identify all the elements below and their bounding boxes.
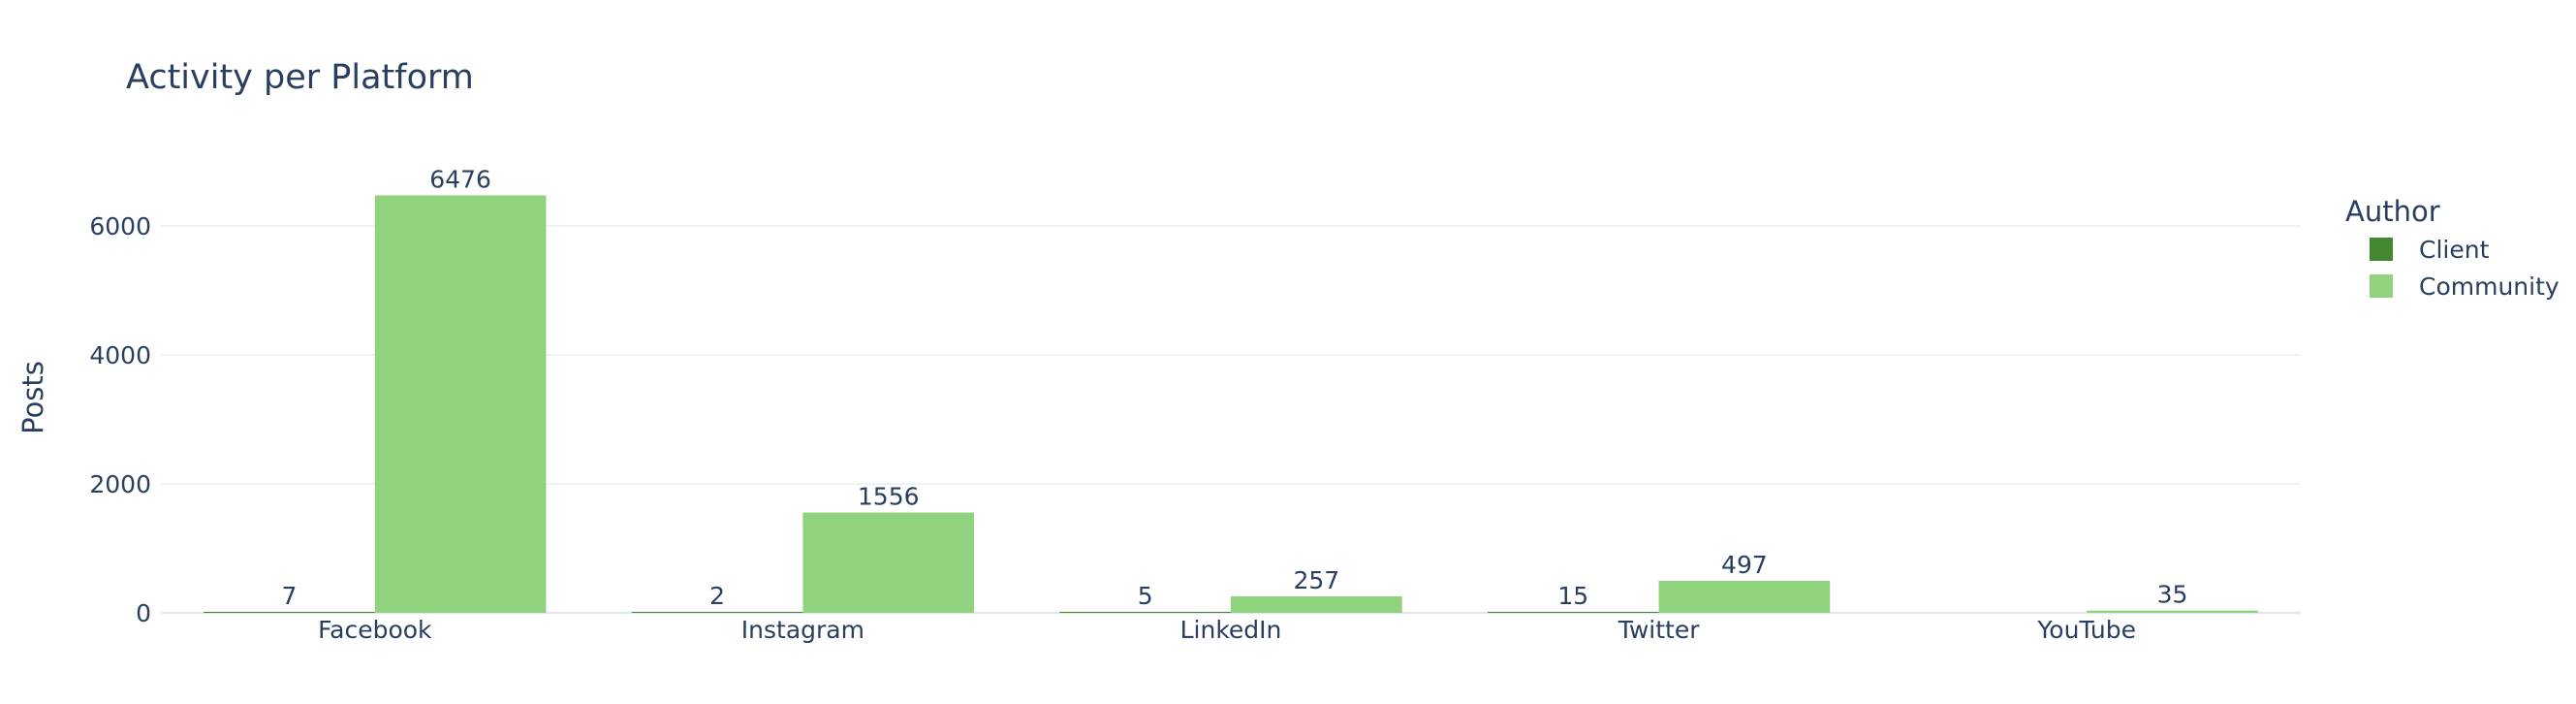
legend-label-community[interactable]: Community [2419, 272, 2560, 301]
y-tick-label: 2000 [89, 470, 151, 498]
legend-swatch-community[interactable] [2370, 274, 2393, 298]
bar-community-facebook[interactable] [374, 195, 547, 613]
bar-client-linkedin[interactable] [1059, 612, 1231, 613]
data-label: 35 [2157, 581, 2188, 609]
data-label: 497 [1721, 551, 1768, 579]
y-tick-label: 0 [136, 599, 151, 627]
data-label: 6476 [429, 165, 491, 193]
bar-community-instagram[interactable] [802, 512, 975, 613]
x-tick-label: Instagram [741, 616, 864, 644]
chart-title: Activity per Platform [126, 58, 474, 97]
legend[interactable]: Author Client Community [2345, 195, 2560, 301]
x-tick-label: Facebook [318, 616, 432, 644]
data-label: 1556 [858, 483, 920, 511]
bar-client-facebook[interactable] [204, 612, 375, 613]
bar-community-linkedin[interactable] [1231, 595, 1402, 613]
data-label: 5 [1138, 582, 1153, 610]
y-axis-title: Posts [16, 361, 49, 434]
bar-community-twitter[interactable] [1658, 580, 1831, 613]
data-label: 2 [709, 582, 725, 610]
x-axis-ticks: Facebook Instagram LinkedIn Twitter YouTube [318, 616, 2136, 644]
bar-community-youtube[interactable] [2087, 610, 2258, 613]
data-labels: 7 6476 2 1556 5 257 15 497 35 [282, 165, 2188, 610]
x-tick-label: Twitter [1618, 616, 1701, 644]
bars [204, 195, 2258, 613]
legend-label-client[interactable]: Client [2419, 236, 2490, 264]
legend-title: Author [2345, 195, 2440, 228]
data-label: 15 [1557, 582, 1588, 610]
bar-client-twitter[interactable] [1487, 612, 1659, 613]
x-tick-label: YouTube [2036, 616, 2136, 644]
y-tick-label: 4000 [89, 341, 151, 369]
data-label: 7 [282, 582, 298, 610]
y-axis-ticks: 0 2000 4000 6000 [89, 212, 151, 627]
y-tick-label: 6000 [89, 212, 151, 240]
x-tick-label: LinkedIn [1180, 616, 1282, 644]
legend-swatch-client[interactable] [2370, 238, 2393, 261]
bar-client-instagram[interactable] [631, 612, 803, 613]
data-label: 257 [1293, 566, 1339, 594]
